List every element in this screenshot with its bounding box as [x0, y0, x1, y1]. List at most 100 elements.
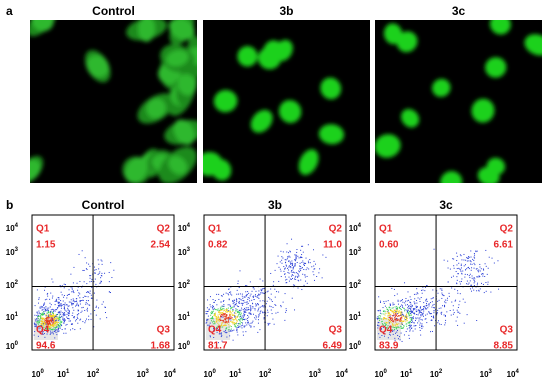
nucleus	[203, 151, 223, 176]
event-dot	[46, 321, 48, 323]
event-dot	[431, 315, 433, 317]
event-dot	[313, 249, 315, 251]
event-dot	[221, 340, 223, 342]
event-dot	[51, 325, 53, 327]
event-dot	[67, 312, 69, 314]
event-dot	[421, 324, 423, 326]
event-dot	[476, 320, 478, 322]
event-dot	[472, 287, 474, 289]
event-dot	[432, 316, 434, 318]
event-dot	[409, 311, 411, 313]
quadrant-name: Q1	[208, 224, 222, 235]
event-dot	[385, 300, 387, 302]
event-dot	[93, 326, 95, 328]
event-dot	[222, 314, 224, 316]
quadrant-name: Q4	[379, 325, 393, 336]
event-dot	[49, 328, 51, 330]
event-dot	[59, 284, 61, 286]
event-dot	[387, 325, 389, 327]
event-dot	[233, 314, 235, 316]
event-dot	[41, 306, 43, 308]
event-dot	[48, 317, 50, 319]
event-dot	[294, 272, 296, 274]
event-dot	[72, 291, 74, 293]
event-dot	[377, 324, 379, 326]
event-dot	[61, 329, 63, 331]
event-dot	[232, 300, 234, 302]
event-dot	[422, 326, 424, 328]
tick-exponent: 3	[15, 247, 19, 253]
event-dot	[286, 258, 288, 260]
event-dot	[379, 329, 381, 331]
event-dot	[234, 324, 236, 326]
event-dot	[398, 327, 400, 329]
event-dot	[239, 319, 241, 321]
event-dot	[228, 317, 230, 319]
event-dot	[95, 314, 97, 316]
event-dot	[380, 329, 382, 331]
event-dot	[47, 315, 49, 317]
tick-exponent: 3	[489, 369, 493, 375]
event-dot	[384, 324, 386, 326]
event-dot	[214, 314, 216, 316]
event-dot	[387, 318, 389, 320]
event-dot	[394, 332, 396, 334]
event-dot	[393, 313, 395, 315]
event-dot	[207, 318, 209, 320]
event-dot	[455, 271, 457, 273]
event-dot	[473, 282, 475, 284]
event-dot	[300, 249, 302, 251]
event-dot	[397, 299, 399, 301]
event-dot	[236, 327, 238, 329]
event-dot	[378, 310, 380, 312]
event-dot	[44, 336, 46, 338]
event-dot	[42, 322, 44, 324]
event-dot	[86, 283, 88, 285]
event-dot	[218, 313, 220, 315]
event-dot	[57, 297, 59, 299]
event-dot	[47, 326, 49, 328]
event-dot	[207, 299, 209, 301]
event-dot	[468, 256, 470, 258]
event-dot	[290, 263, 292, 265]
event-dot	[419, 307, 421, 309]
event-dot	[466, 283, 468, 285]
tick-exponent: 4	[345, 369, 349, 375]
event-dot	[248, 316, 250, 318]
event-dot	[467, 267, 469, 269]
event-dot	[43, 307, 45, 309]
event-dot	[37, 322, 39, 324]
event-dot	[258, 290, 260, 292]
event-dot	[407, 307, 409, 309]
event-dot	[418, 309, 420, 311]
event-dot	[239, 321, 241, 323]
event-dot	[299, 257, 301, 259]
event-dot	[405, 316, 407, 318]
event-dot	[446, 311, 448, 313]
event-dot	[389, 310, 391, 312]
event-dot	[291, 269, 293, 271]
event-dot	[467, 257, 469, 259]
event-dot	[239, 315, 241, 317]
event-dot	[458, 304, 460, 306]
event-dot	[247, 302, 249, 304]
event-dot	[211, 312, 213, 314]
event-dot	[419, 317, 421, 319]
event-dot	[436, 312, 438, 314]
event-dot	[388, 323, 390, 325]
event-dot	[41, 321, 43, 323]
event-dot	[400, 312, 402, 314]
event-dot	[38, 298, 40, 300]
event-dot	[208, 324, 210, 326]
event-dot	[410, 319, 412, 321]
event-dot	[247, 322, 249, 324]
event-dot	[226, 308, 228, 310]
event-dot	[65, 332, 67, 334]
event-dot	[47, 320, 49, 322]
event-dot	[241, 304, 243, 306]
nucleus	[124, 157, 148, 183]
event-dot	[219, 318, 221, 320]
event-dot	[216, 304, 218, 306]
event-dot	[68, 320, 70, 322]
event-dot	[206, 321, 208, 323]
